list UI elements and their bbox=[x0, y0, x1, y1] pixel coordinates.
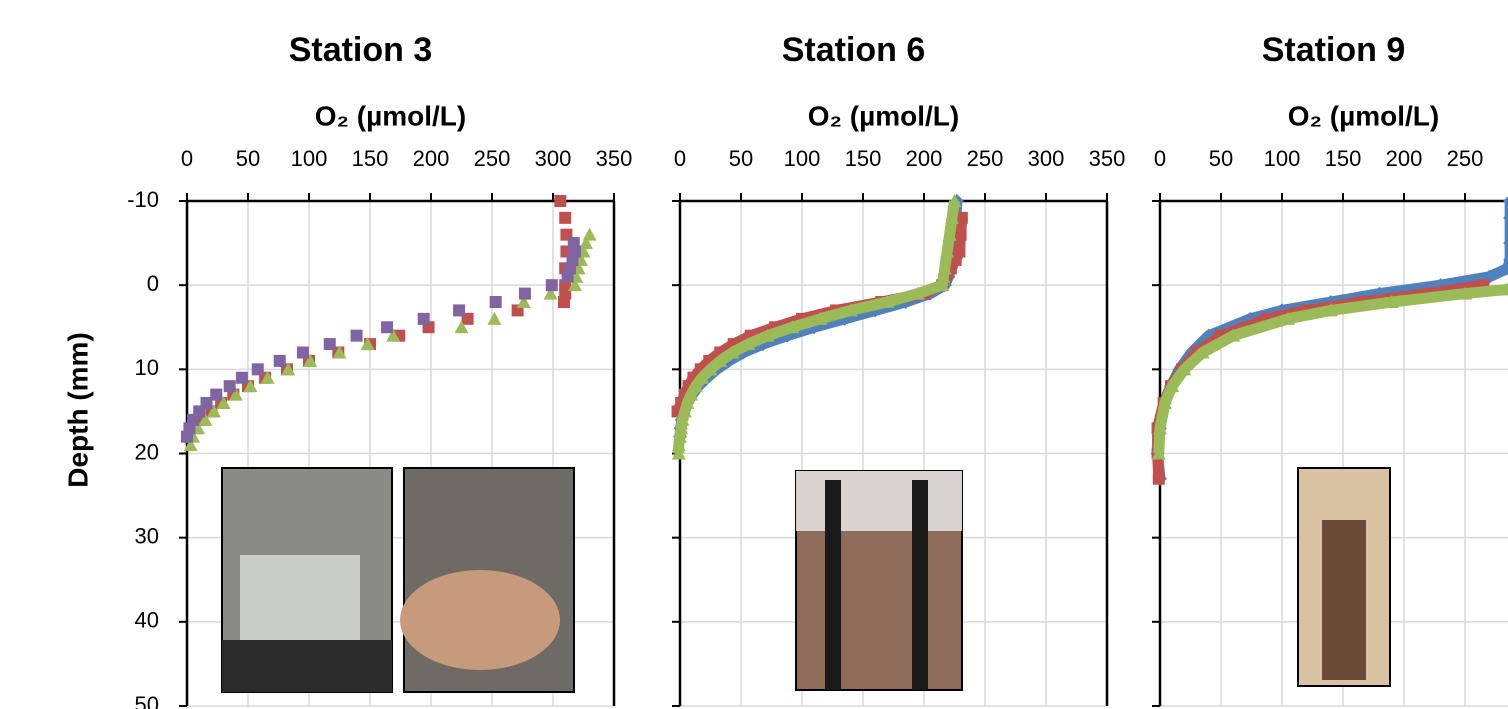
x-tick-label: 200 bbox=[1386, 146, 1423, 171]
x-axis-label: O₂ (µmol/L) bbox=[808, 100, 959, 131]
x-tick-label: 350 bbox=[596, 146, 633, 171]
photo-detail bbox=[1322, 520, 1366, 680]
x-axis-label: O₂ (µmol/L) bbox=[1288, 100, 1439, 131]
panel-title: Station 3 bbox=[289, 31, 433, 69]
marker bbox=[181, 431, 193, 443]
marker bbox=[519, 288, 531, 300]
marker bbox=[487, 312, 501, 325]
x-tick-label: 250 bbox=[1447, 146, 1484, 171]
x-tick-label: 100 bbox=[784, 146, 821, 171]
x-axis-label: O₂ (µmol/L) bbox=[315, 100, 466, 131]
series bbox=[184, 228, 597, 451]
marker bbox=[351, 330, 363, 342]
panel-title: Station 6 bbox=[782, 31, 926, 69]
x-tick-label: 200 bbox=[413, 146, 450, 171]
marker bbox=[558, 296, 570, 308]
photos bbox=[222, 468, 1390, 692]
marker bbox=[955, 229, 967, 241]
marker bbox=[453, 304, 465, 316]
y-tick-label: -10 bbox=[127, 187, 159, 212]
panel-title: Station 9 bbox=[1262, 31, 1406, 69]
x-tick-label: 150 bbox=[352, 146, 389, 171]
y-axis-label: Depth (mm) bbox=[62, 332, 93, 488]
marker bbox=[546, 279, 558, 291]
x-tick-label: 150 bbox=[845, 146, 882, 171]
series bbox=[183, 195, 572, 443]
x-tick-label: 0 bbox=[1154, 146, 1166, 171]
x-tick-label: 200 bbox=[906, 146, 943, 171]
y-tick-label: 40 bbox=[135, 608, 159, 633]
photo-detail bbox=[796, 471, 962, 531]
marker bbox=[324, 338, 336, 350]
x-tick-label: 0 bbox=[181, 146, 193, 171]
marker bbox=[562, 271, 574, 283]
marker bbox=[252, 363, 264, 375]
marker bbox=[554, 195, 566, 207]
marker bbox=[1153, 473, 1165, 485]
x-tick-label: 300 bbox=[535, 146, 572, 171]
marker bbox=[490, 296, 502, 308]
photo-detail bbox=[912, 480, 928, 690]
marker bbox=[236, 372, 248, 384]
marker bbox=[381, 321, 393, 333]
photo-detail bbox=[825, 480, 841, 690]
x-tick-label: 100 bbox=[1264, 146, 1301, 171]
series bbox=[1152, 282, 1508, 459]
x-tick-label: 0 bbox=[674, 146, 686, 171]
y-tick-label: 0 bbox=[147, 271, 159, 296]
figure: Station 3O₂ (µmol/L)Depth (mm)0501001502… bbox=[0, 0, 1508, 709]
y-tick-label: 10 bbox=[135, 355, 159, 380]
x-tick-label: 100 bbox=[291, 146, 328, 171]
marker bbox=[274, 355, 286, 367]
x-tick-label: 350 bbox=[1089, 146, 1126, 171]
series bbox=[181, 237, 581, 443]
series bbox=[1151, 194, 1508, 486]
x-tick-label: 250 bbox=[967, 146, 1004, 171]
marker bbox=[559, 212, 571, 224]
x-tick-label: 50 bbox=[1209, 146, 1233, 171]
y-tick-label: 20 bbox=[135, 439, 159, 464]
marker bbox=[297, 347, 309, 359]
marker bbox=[224, 380, 236, 392]
y-tick-label: 50 bbox=[135, 692, 159, 709]
x-tick-label: 50 bbox=[729, 146, 753, 171]
x-tick-label: 150 bbox=[1325, 146, 1362, 171]
photo-detail bbox=[400, 570, 560, 670]
x-tick-label: 50 bbox=[236, 146, 260, 171]
y-tick-label: 30 bbox=[135, 523, 159, 548]
x-tick-label: 300 bbox=[1028, 146, 1065, 171]
marker bbox=[418, 313, 430, 325]
x-tick-label: 250 bbox=[474, 146, 511, 171]
photo-detail bbox=[222, 640, 392, 692]
page: {"chart_data": [ {"type": "scatter", "ti… bbox=[0, 0, 1508, 709]
